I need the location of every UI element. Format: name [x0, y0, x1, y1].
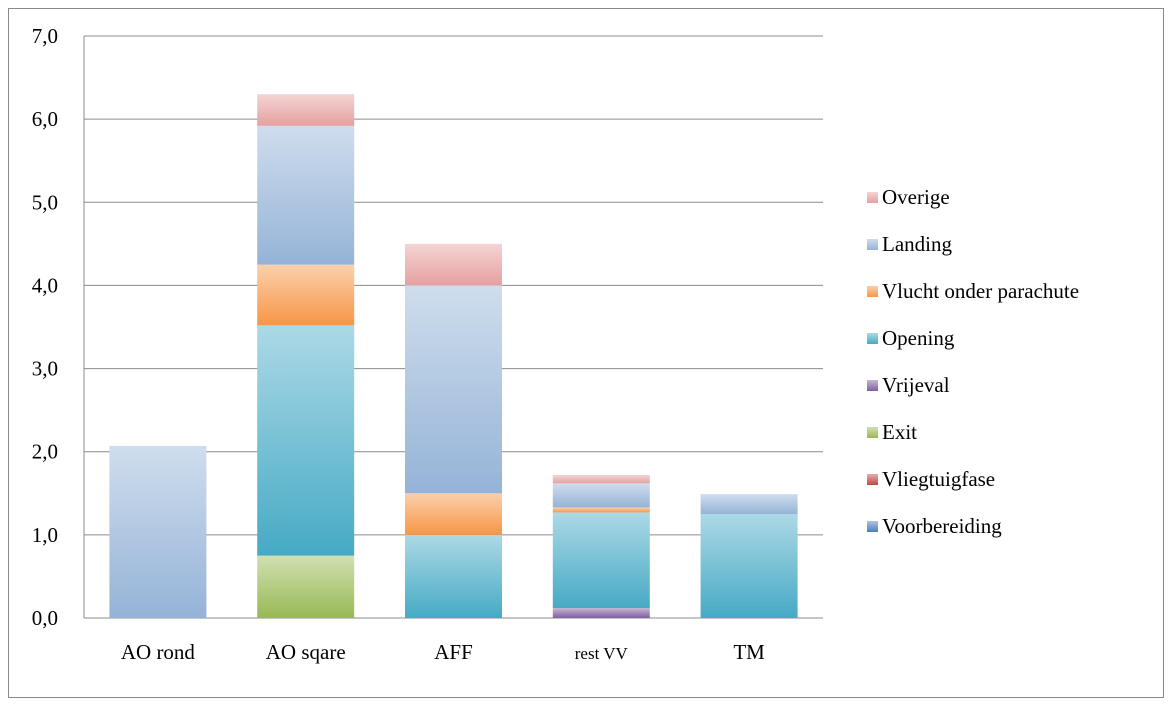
bar-segment-overige	[405, 243, 502, 286]
legend-label: Voorbereiding	[882, 514, 1002, 538]
legend-label: Opening	[882, 326, 955, 350]
y-tick-label: 4,0	[32, 273, 58, 297]
legend-swatch	[867, 239, 878, 250]
legend-swatch	[867, 427, 878, 438]
y-tick-label: 5,0	[32, 190, 58, 214]
bar-segment-opening	[552, 512, 650, 609]
bar-segment-opening	[405, 534, 502, 618]
bar-segment-vlucht-onder-parachute	[257, 264, 355, 326]
y-tick-labels: 0,0 1,0 2,0 3,0 4,0 5,0 6,0 7,0	[32, 24, 58, 630]
y-tick-label: 1,0	[32, 523, 58, 547]
legend-swatch	[867, 333, 878, 344]
gridlines	[83, 35, 823, 619]
x-tick-label: AO sqare	[266, 640, 346, 664]
x-tick-label: AO rond	[121, 640, 196, 664]
legend-swatch	[867, 286, 878, 297]
legend: Overige Landing Vlucht onder parachute Open…	[867, 185, 1079, 538]
bar-segment-exit	[257, 555, 355, 618]
y-tick-label: 3,0	[32, 357, 58, 381]
bar-segment-landing	[700, 494, 798, 515]
bar-segment-overige	[552, 474, 650, 484]
legend-label: Vlucht onder parachute	[882, 279, 1079, 303]
legend-label: Exit	[882, 420, 917, 444]
bars	[109, 94, 798, 618]
bar-segment-vlucht-onder-parachute	[405, 493, 502, 535]
legend-label: Overige	[882, 185, 950, 209]
bar-segment-landing	[405, 285, 502, 494]
legend-label: Vliegtuigfase	[882, 467, 995, 491]
y-tick-label: 0,0	[32, 606, 58, 630]
legend-swatch	[867, 380, 878, 391]
bar-segment-opening	[257, 325, 355, 556]
bar-segment-landing	[257, 125, 355, 265]
legend-swatch	[867, 192, 878, 203]
x-tick-labels: AO rond AO sqare AFF rest VV TM	[121, 640, 765, 664]
bar-segment-vrijeval	[552, 608, 650, 618]
x-tick-label: AFF	[434, 640, 473, 664]
legend-swatch	[867, 521, 878, 532]
legend-label: Vrijeval	[882, 373, 950, 397]
bar-segment-opening	[700, 514, 798, 618]
bar-segment-vlucht-onder-parachute	[552, 507, 650, 513]
bar-segment-landing	[552, 483, 650, 508]
legend-label: Landing	[882, 232, 952, 256]
x-tick-label: rest VV	[575, 644, 629, 663]
bar-segment-overige	[257, 94, 355, 126]
y-tick-label: 7,0	[32, 24, 58, 48]
y-tick-label: 6,0	[32, 107, 58, 131]
bar-segment-landing	[109, 445, 207, 618]
y-tick-label: 2,0	[32, 440, 58, 464]
x-tick-label: TM	[733, 640, 765, 664]
legend-swatch	[867, 474, 878, 485]
